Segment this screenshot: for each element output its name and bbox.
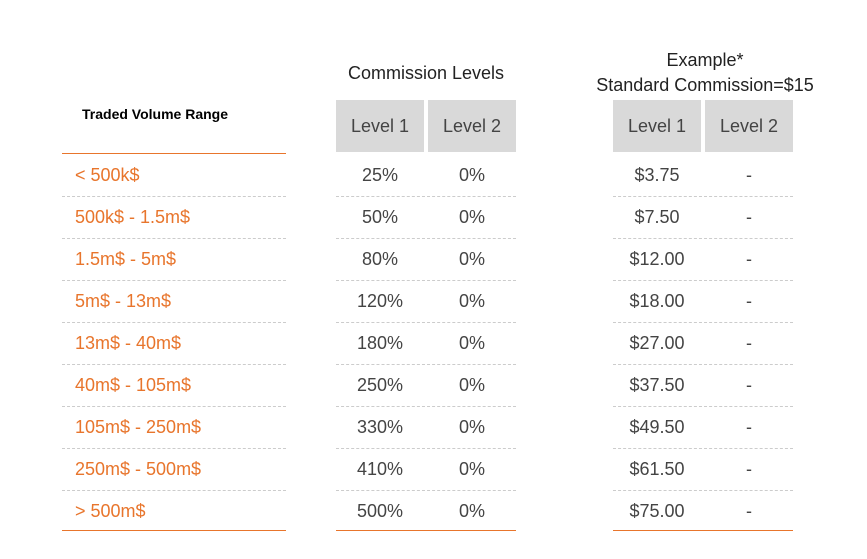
example-level1-header: Level 1 (613, 100, 701, 152)
row-divider (62, 280, 286, 281)
table-bottom-line (613, 530, 793, 531)
cell-level2: 0% (458, 459, 485, 479)
cell-level2: 0% (458, 501, 485, 521)
cell-range: > 500m$ (75, 501, 146, 521)
cell-range: 13m$ - 40m$ (75, 333, 182, 353)
cell-ex-level2: - (746, 459, 752, 479)
cell-level1: 180% (356, 333, 404, 353)
cell-ex-level1: $7.50 (634, 207, 680, 227)
level2-header: Level 2 (428, 100, 516, 152)
range-header-underline (62, 153, 286, 154)
row-divider (613, 322, 793, 323)
row-divider (62, 448, 286, 449)
cell-level2: 0% (458, 207, 485, 227)
row-divider (336, 322, 516, 323)
example-header: Example* Standard Commission=$15 (560, 48, 850, 98)
row-divider (336, 238, 516, 239)
cell-level1: 120% (356, 291, 404, 311)
row-divider (62, 406, 286, 407)
row-divider (613, 196, 793, 197)
row-divider (613, 448, 793, 449)
cell-level1: 80% (361, 249, 399, 269)
row-divider (62, 364, 286, 365)
level1-header: Level 1 (336, 100, 424, 152)
cell-level1: 410% (356, 459, 404, 479)
commission-levels-header: Commission Levels (347, 63, 505, 83)
cell-ex-level1: $75.00 (629, 501, 685, 521)
table-bottom-line (336, 530, 516, 531)
row-divider (336, 196, 516, 197)
row-divider (336, 406, 516, 407)
row-divider (613, 490, 793, 491)
cell-level1: 330% (356, 417, 404, 437)
row-divider (613, 364, 793, 365)
row-divider (62, 322, 286, 323)
row-divider (336, 448, 516, 449)
cell-ex-level2: - (746, 165, 752, 185)
cell-ex-level2: - (746, 333, 752, 353)
row-divider (613, 406, 793, 407)
cell-ex-level2: - (746, 375, 752, 395)
example-title: Example* (666, 50, 744, 70)
row-divider (62, 490, 286, 491)
cell-level2: 0% (458, 333, 485, 353)
cell-range: < 500k$ (75, 165, 140, 185)
cell-level2: 0% (458, 375, 485, 395)
cell-range: 1.5m$ - 5m$ (75, 249, 177, 269)
cell-level1: 250% (356, 375, 404, 395)
cell-level2: 0% (458, 417, 485, 437)
cell-ex-level2: - (746, 501, 752, 521)
cell-range: 250m$ - 500m$ (75, 459, 202, 479)
cell-range: 40m$ - 105m$ (75, 375, 192, 395)
range-header: Traded Volume Range (82, 106, 228, 122)
row-divider (62, 196, 286, 197)
row-divider (613, 238, 793, 239)
cell-range: 5m$ - 13m$ (75, 291, 172, 311)
cell-ex-level2: - (746, 417, 752, 437)
standard-commission-label: Standard Commission=$15 (596, 75, 814, 95)
cell-ex-level1: $12.00 (629, 249, 685, 269)
row-divider (613, 280, 793, 281)
cell-ex-level1: $61.50 (629, 459, 685, 479)
cell-ex-level2: - (746, 249, 752, 269)
example-level2-header: Level 2 (705, 100, 793, 152)
cell-level2: 0% (458, 249, 485, 269)
cell-ex-level2: - (746, 291, 752, 311)
row-divider (336, 490, 516, 491)
cell-level1: 25% (361, 165, 399, 185)
cell-ex-level1: $18.00 (629, 291, 685, 311)
table-bottom-line (62, 530, 286, 531)
cell-level2: 0% (458, 165, 485, 185)
cell-ex-level1: $37.50 (629, 375, 685, 395)
cell-range: 105m$ - 250m$ (75, 417, 202, 437)
cell-range: 500k$ - 1.5m$ (75, 207, 191, 227)
row-divider (336, 364, 516, 365)
cell-level1: 50% (361, 207, 399, 227)
cell-level1: 500% (356, 501, 404, 521)
cell-ex-level1: $3.75 (634, 165, 680, 185)
cell-ex-level1: $27.00 (629, 333, 685, 353)
row-divider (62, 238, 286, 239)
cell-ex-level1: $49.50 (629, 417, 685, 437)
cell-level2: 0% (458, 291, 485, 311)
row-divider (336, 280, 516, 281)
cell-ex-level2: - (746, 207, 752, 227)
